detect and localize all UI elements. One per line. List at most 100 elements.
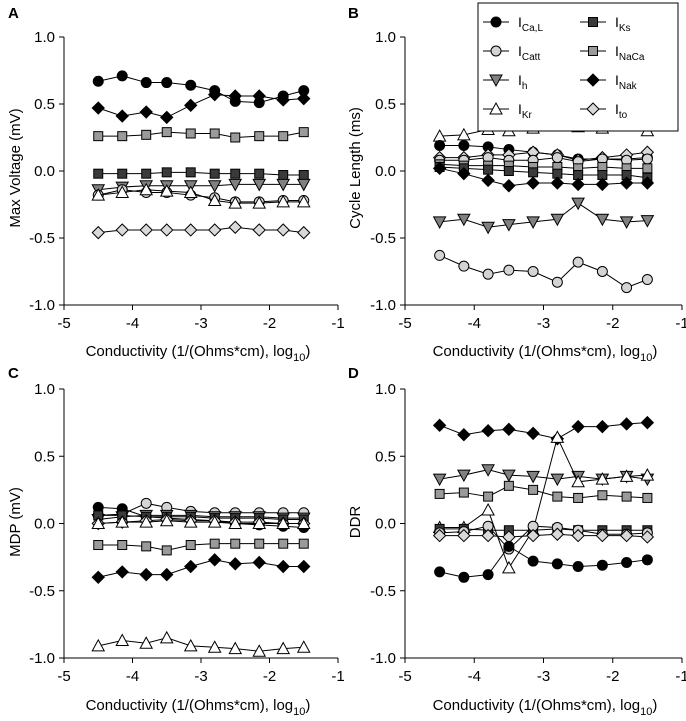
data-point <box>160 110 174 125</box>
data-point <box>297 91 311 106</box>
axes: -1.0 -0.5 0.0 0.5 1.0 -5 -4 -3 -2 -1 <box>370 381 686 685</box>
y-tick-label: 1.0 <box>375 381 396 398</box>
data-point <box>91 188 106 201</box>
data-point <box>276 516 291 529</box>
x-tick-label: -4 <box>126 668 139 685</box>
data-point <box>184 559 198 574</box>
data-point <box>228 516 243 529</box>
series-line <box>98 518 304 524</box>
data-point <box>92 75 104 87</box>
data-point <box>595 472 610 485</box>
data-point <box>139 223 153 237</box>
series-inak <box>91 87 311 125</box>
data-point <box>185 79 197 91</box>
data-point <box>528 167 539 178</box>
data-point <box>572 561 584 573</box>
data-point <box>139 105 153 119</box>
data-point <box>551 152 563 164</box>
data-point <box>483 491 494 502</box>
data-point <box>621 491 632 502</box>
data-point <box>481 464 495 477</box>
data-point <box>528 484 539 495</box>
data-point <box>185 167 196 178</box>
y-tick-label: 0.0 <box>375 163 396 180</box>
plot-area <box>91 70 311 240</box>
data-point <box>457 528 471 543</box>
data-point <box>550 213 565 227</box>
x-axis-label: Conductivity (1/(Ohms*cm), log10) <box>433 697 658 718</box>
series-ih <box>432 464 655 487</box>
data-point <box>252 644 267 657</box>
x-tick-label: -4 <box>468 668 481 685</box>
data-point <box>228 220 242 234</box>
data-point <box>141 129 152 140</box>
legend-marker <box>588 46 598 56</box>
axes: -1.0 -0.5 0.0 0.5 1.0 -5 -4 -3 -2 -1 <box>29 29 345 332</box>
data-point <box>296 640 311 653</box>
y-tick-label: 1.0 <box>34 29 55 46</box>
data-point <box>597 490 608 501</box>
data-point <box>526 426 540 441</box>
legend-marker <box>586 102 600 116</box>
y-tick-label: -1.0 <box>29 297 55 314</box>
legend-marker <box>490 45 502 57</box>
panel-d: D DDR Conductivity (1/(Ohms*cm), log10) … <box>347 365 686 718</box>
x-tick-label: -3 <box>194 668 207 685</box>
x-tick-label: -1 <box>331 315 344 332</box>
data-point <box>482 569 494 581</box>
data-point <box>209 168 220 179</box>
data-point <box>276 93 290 107</box>
data-point <box>527 555 539 567</box>
data-point <box>298 170 309 181</box>
data-point <box>140 77 152 89</box>
data-point <box>159 184 174 197</box>
panel-letter: D <box>348 365 359 382</box>
data-point <box>252 89 266 103</box>
data-point <box>183 515 198 528</box>
data-point <box>550 176 565 190</box>
data-point <box>458 487 469 498</box>
data-point <box>207 193 222 206</box>
series-ih <box>432 197 655 235</box>
data-point <box>254 131 265 142</box>
data-point <box>207 515 222 528</box>
data-point <box>571 474 585 488</box>
series-inaca <box>93 538 309 556</box>
x-axis-label: Conductivity (1/(Ohms*cm), log10) <box>86 697 311 718</box>
data-point <box>571 197 585 211</box>
data-point <box>207 553 222 567</box>
data-point <box>276 194 291 208</box>
data-point <box>91 101 105 115</box>
series-line <box>439 528 648 531</box>
y-axis-label: Cycle Length (ms) <box>347 107 364 229</box>
x-tick-label: -2 <box>263 668 276 685</box>
data-point <box>619 417 634 431</box>
data-point <box>550 473 565 487</box>
data-point <box>296 516 311 529</box>
legend-item: IKr <box>483 101 533 121</box>
data-point <box>457 469 471 483</box>
data-point <box>141 168 152 179</box>
series-ikr <box>91 513 311 529</box>
data-point <box>297 559 311 574</box>
series-line <box>439 435 648 570</box>
series-line <box>98 543 304 551</box>
x-tick-label: -2 <box>263 315 276 332</box>
data-point <box>458 260 470 272</box>
data-point <box>457 428 471 442</box>
series-line <box>98 514 304 520</box>
x-tick-label: -1 <box>331 668 344 685</box>
legend-marker <box>489 74 503 88</box>
panel-c: C MDP (mV) Conductivity (1/(Ohms*cm), lo… <box>7 365 345 718</box>
series-inaca <box>434 480 653 503</box>
data-point <box>296 178 311 192</box>
data-point <box>117 540 128 551</box>
data-point <box>483 164 494 175</box>
data-point <box>228 557 242 571</box>
data-point <box>183 638 198 652</box>
series-iks <box>93 167 309 181</box>
series-ica-l <box>92 70 310 109</box>
legend-item: Ito <box>580 101 628 121</box>
data-point <box>207 87 222 102</box>
series-line <box>98 171 304 176</box>
